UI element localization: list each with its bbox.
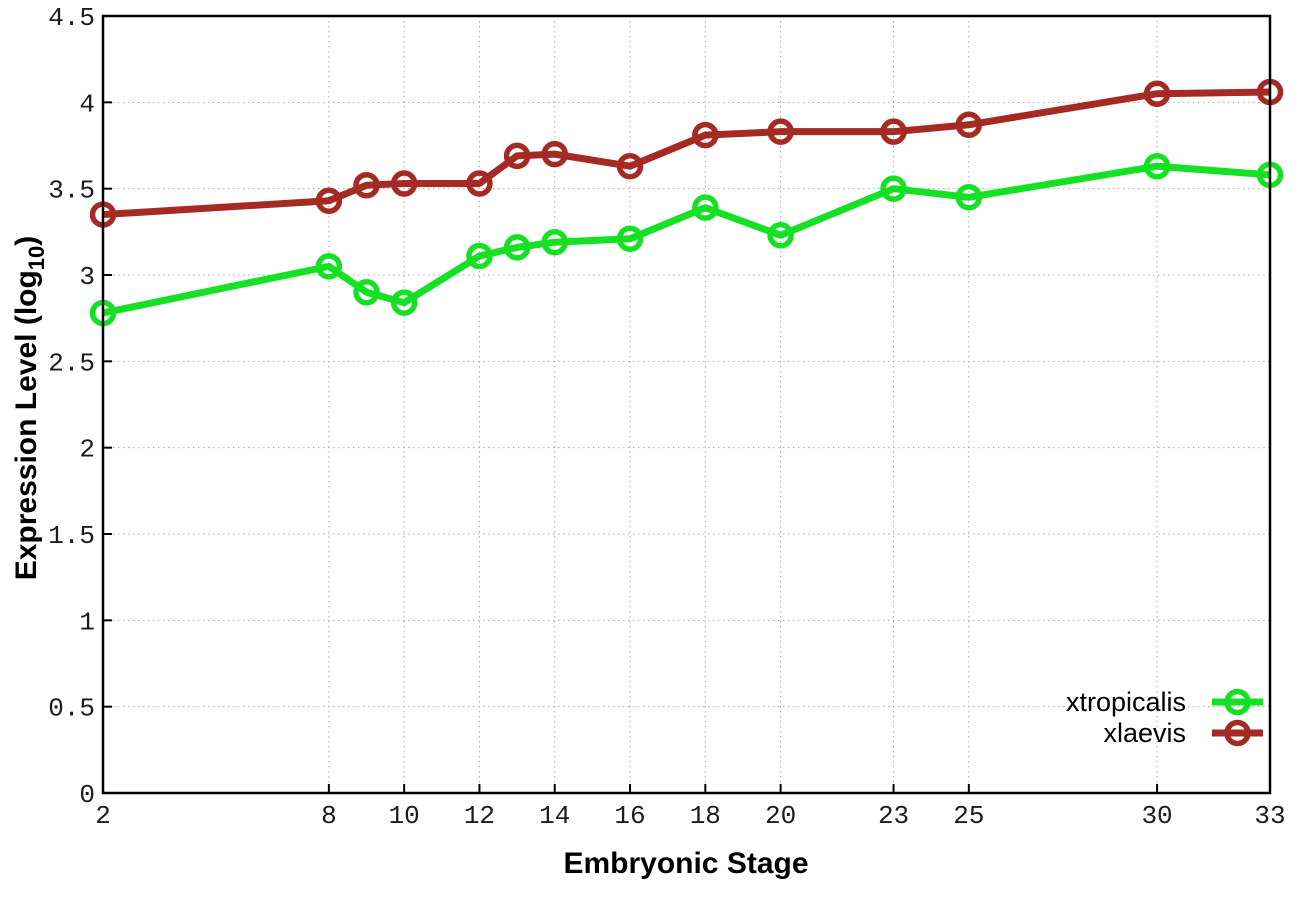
data-point-xlaevis xyxy=(1143,80,1171,107)
data-point-xtropicalis xyxy=(353,279,380,306)
y-tick-label: 0.5 xyxy=(48,694,95,724)
legend-label-xtropicalis: xtropicalis xyxy=(1066,687,1186,717)
x-axis-title: Embryonic Stage xyxy=(563,847,808,880)
y-tick-label: 3.5 xyxy=(48,176,95,206)
data-point-xtropicalis xyxy=(955,184,983,211)
data-point-xlaevis xyxy=(692,121,719,149)
y-tick-label: 4 xyxy=(79,89,95,119)
data-point-xlaevis xyxy=(880,118,907,145)
grid-layer xyxy=(103,16,1270,793)
data-point-xlaevis xyxy=(315,187,343,215)
x-tick-label: 18 xyxy=(690,801,721,831)
y-tick-label: 1.5 xyxy=(48,521,95,551)
data-point-xtropicalis xyxy=(315,253,343,280)
x-tick-label: 14 xyxy=(539,801,570,831)
x-tick-label: 33 xyxy=(1254,801,1285,831)
x-tick-label: 10 xyxy=(389,801,420,831)
tick-label-layer: 2 8 10 12 14 16 18 20 23 25 30 33 0 0.5 1 1.5 2 2.5 3 3.5 4 4… xyxy=(48,3,1285,831)
data-point-xlaevis xyxy=(616,152,644,180)
data-point-xtropicalis xyxy=(541,228,568,256)
data-point-xlaevis xyxy=(767,118,794,145)
data-point-xlaevis xyxy=(503,142,531,170)
data-point-xtropicalis xyxy=(466,242,493,270)
x-tick-label: 23 xyxy=(878,801,909,831)
series-line-xlaevis xyxy=(102,88,1271,219)
data-point-xlaevis xyxy=(955,111,983,139)
x-tick-label: 8 xyxy=(321,801,337,831)
data-point-xtropicalis xyxy=(1143,152,1171,180)
data-point-xlaevis xyxy=(390,170,418,197)
y-axis-title-subscript: 10 xyxy=(24,246,49,270)
data-point-xlaevis xyxy=(541,140,568,168)
data-point-xtropicalis xyxy=(616,225,644,252)
legend-marker-icon-xtropicalis xyxy=(1224,688,1251,716)
legend-marker-icon-xlaevis xyxy=(1224,719,1251,747)
data-point-xtropicalis xyxy=(390,289,418,316)
data-point-xtropicalis xyxy=(767,222,794,249)
y-tick-label: 1 xyxy=(79,607,95,637)
data-point-xtropicalis xyxy=(503,234,531,261)
data-point-xlaevis xyxy=(353,171,380,199)
x-tick-label: 12 xyxy=(464,801,495,831)
y-tick-label: 2 xyxy=(79,435,95,465)
x-tick-label: 20 xyxy=(765,801,796,831)
data-point-xtropicalis xyxy=(880,175,907,202)
y-axis-title-main: Expression Level (log xyxy=(10,270,43,580)
x-tick-label: 25 xyxy=(953,801,984,831)
legend-label-xlaevis: xlaevis xyxy=(1103,718,1186,748)
y-tick-label: 0 xyxy=(79,780,95,810)
x-tick-label: 30 xyxy=(1141,801,1172,831)
y-tick-label: 2.5 xyxy=(48,348,95,378)
data-point-xtropicalis xyxy=(692,194,719,221)
x-tick-label: 16 xyxy=(614,801,645,831)
y-axis-title-end: ) xyxy=(10,236,43,246)
data-point-xlaevis xyxy=(466,170,493,197)
plot-border xyxy=(101,14,1272,795)
x-tick-label: 2 xyxy=(95,801,111,831)
y-tick-label: 4.5 xyxy=(48,3,95,33)
y-tick-label: 3 xyxy=(79,262,95,292)
series-layer xyxy=(89,78,1284,327)
tick-layer xyxy=(102,15,1271,794)
y-axis-title: Expression Level (log10) xyxy=(10,236,49,581)
